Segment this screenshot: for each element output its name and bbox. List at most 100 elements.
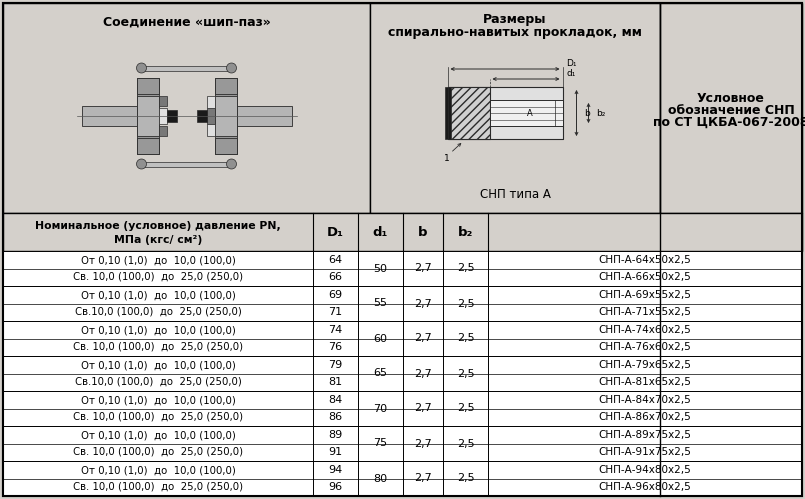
Text: От 0,10 (1,0)  до  10,0 (100,0): От 0,10 (1,0) до 10,0 (100,0) [80,396,235,406]
Text: От 0,10 (1,0)  до  10,0 (100,0): От 0,10 (1,0) до 10,0 (100,0) [80,466,235,476]
Text: Св.10,0 (100,0)  до  25,0 (250,0): Св.10,0 (100,0) до 25,0 (250,0) [75,376,242,386]
Text: по СТ ЦКБА-067-2008: по СТ ЦКБА-067-2008 [653,115,805,129]
Text: 70: 70 [374,404,387,414]
Bar [3,391,802,426]
Text: 94: 94 [328,465,343,475]
Text: Св. 10,0 (100,0)  до  25,0 (250,0): Св. 10,0 (100,0) до 25,0 (250,0) [73,271,243,281]
Text: Соединение «шип-паз»: Соединение «шип-паз» [102,16,270,29]
Bar [3,213,802,251]
Text: От 0,10 (1,0)  до  10,0 (100,0): От 0,10 (1,0) до 10,0 (100,0) [80,291,235,301]
Text: 75: 75 [374,439,387,449]
Text: СНП-А-91х75х2,5: СНП-А-91х75х2,5 [599,447,691,457]
Circle shape [137,63,147,73]
Bar [3,426,802,461]
Text: 2,5: 2,5 [456,474,474,484]
Text: 91: 91 [328,447,343,457]
Bar [159,126,167,136]
Text: СНП-А-74х60х2,5: СНП-А-74х60х2,5 [599,325,691,335]
Bar [489,100,563,126]
Bar [3,286,802,321]
Text: 2,5: 2,5 [456,404,474,414]
Text: 2,5: 2,5 [456,333,474,343]
Bar [448,87,563,139]
Text: 79: 79 [328,360,343,370]
Bar [159,108,167,124]
Text: 2,7: 2,7 [414,439,431,449]
Text: d₁: d₁ [373,226,388,239]
Bar [660,3,802,213]
Text: 2,5: 2,5 [456,298,474,308]
Bar [214,78,237,154]
Bar [137,96,159,136]
Text: b: b [584,108,590,117]
Text: 89: 89 [328,430,343,440]
Text: Св. 10,0 (100,0)  до  25,0 (250,0): Св. 10,0 (100,0) до 25,0 (250,0) [73,481,243,491]
Bar [3,321,802,356]
Bar [207,96,214,108]
Text: b₂: b₂ [458,226,473,239]
Text: 64: 64 [328,255,343,265]
Text: СНП-А-81х65х2,5: СНП-А-81х65х2,5 [599,377,691,387]
Bar [3,251,802,286]
Text: СНП-А-69х55х2,5: СНП-А-69х55х2,5 [599,290,691,300]
Bar [444,87,451,139]
Bar [142,162,232,167]
Bar [237,106,291,126]
Text: 55: 55 [374,298,387,308]
Text: СНП-А-79х65х2,5: СНП-А-79х65х2,5 [599,360,691,370]
Text: 84: 84 [328,395,343,405]
Circle shape [137,159,147,169]
Bar [207,124,214,136]
Text: 81: 81 [328,377,343,387]
Bar [214,96,237,136]
Text: Св.10,0 (100,0)  до  25,0 (250,0): Св.10,0 (100,0) до 25,0 (250,0) [75,306,242,316]
Text: От 0,10 (1,0)  до  10,0 (100,0): От 0,10 (1,0) до 10,0 (100,0) [80,431,235,441]
Text: D₁: D₁ [567,59,577,68]
Text: Св. 10,0 (100,0)  до  25,0 (250,0): Св. 10,0 (100,0) до 25,0 (250,0) [73,341,243,351]
Text: 74: 74 [328,325,343,335]
Text: 2,5: 2,5 [456,263,474,273]
Text: Св. 10,0 (100,0)  до  25,0 (250,0): Св. 10,0 (100,0) до 25,0 (250,0) [73,446,243,456]
Text: Номинальное (условное) давление PN,: Номинальное (условное) давление PN, [35,221,281,231]
Bar [3,3,370,213]
Text: СНП-А-86х70х2,5: СНП-А-86х70х2,5 [599,412,691,422]
Text: СНП типа А: СНП типа А [480,188,551,201]
Text: b: b [419,226,427,239]
Text: СНП-А-71х55х2,5: СНП-А-71х55х2,5 [599,307,691,317]
Text: От 0,10 (1,0)  до  10,0 (100,0): От 0,10 (1,0) до 10,0 (100,0) [80,361,235,371]
Text: 2,5: 2,5 [456,439,474,449]
Text: СНП-А-94х80х2,5: СНП-А-94х80х2,5 [599,465,691,475]
Text: 69: 69 [328,290,343,300]
Text: Условное: Условное [697,91,765,104]
Bar [167,110,176,122]
Text: От 0,10 (1,0)  до  10,0 (100,0): От 0,10 (1,0) до 10,0 (100,0) [80,326,235,336]
Text: 2,7: 2,7 [414,298,431,308]
Text: 2,7: 2,7 [414,263,431,273]
Text: d₁: d₁ [567,69,576,78]
Text: 1: 1 [444,154,449,163]
Text: спирально-навитых прокладок, мм: спирально-навитых прокладок, мм [388,26,642,39]
Bar [137,78,159,154]
Bar [137,138,159,154]
Bar [448,87,489,139]
Text: 2,7: 2,7 [414,368,431,379]
Bar [3,461,802,496]
Text: СНП-А-84х70х2,5: СНП-А-84х70х2,5 [599,395,691,405]
Circle shape [226,159,237,169]
Bar [159,96,167,106]
Text: 66: 66 [328,272,342,282]
Bar [142,65,232,70]
Text: СНП-А-89х75х2,5: СНП-А-89х75х2,5 [599,430,691,440]
Text: СНП-А-66х50х2,5: СНП-А-66х50х2,5 [599,272,691,282]
Text: D₁: D₁ [327,226,344,239]
Text: 2,7: 2,7 [414,333,431,343]
Text: Размеры: Размеры [483,13,547,26]
Text: СНП-А-76х60х2,5: СНП-А-76х60х2,5 [599,342,691,352]
Text: 2,7: 2,7 [414,404,431,414]
Bar [370,3,660,213]
Bar [81,106,137,126]
Text: СНП-А-96х80х2,5: СНП-А-96х80х2,5 [599,482,691,492]
Bar [196,110,207,122]
Bar [214,138,237,154]
Text: обозначение СНП: обозначение СНП [667,103,795,116]
